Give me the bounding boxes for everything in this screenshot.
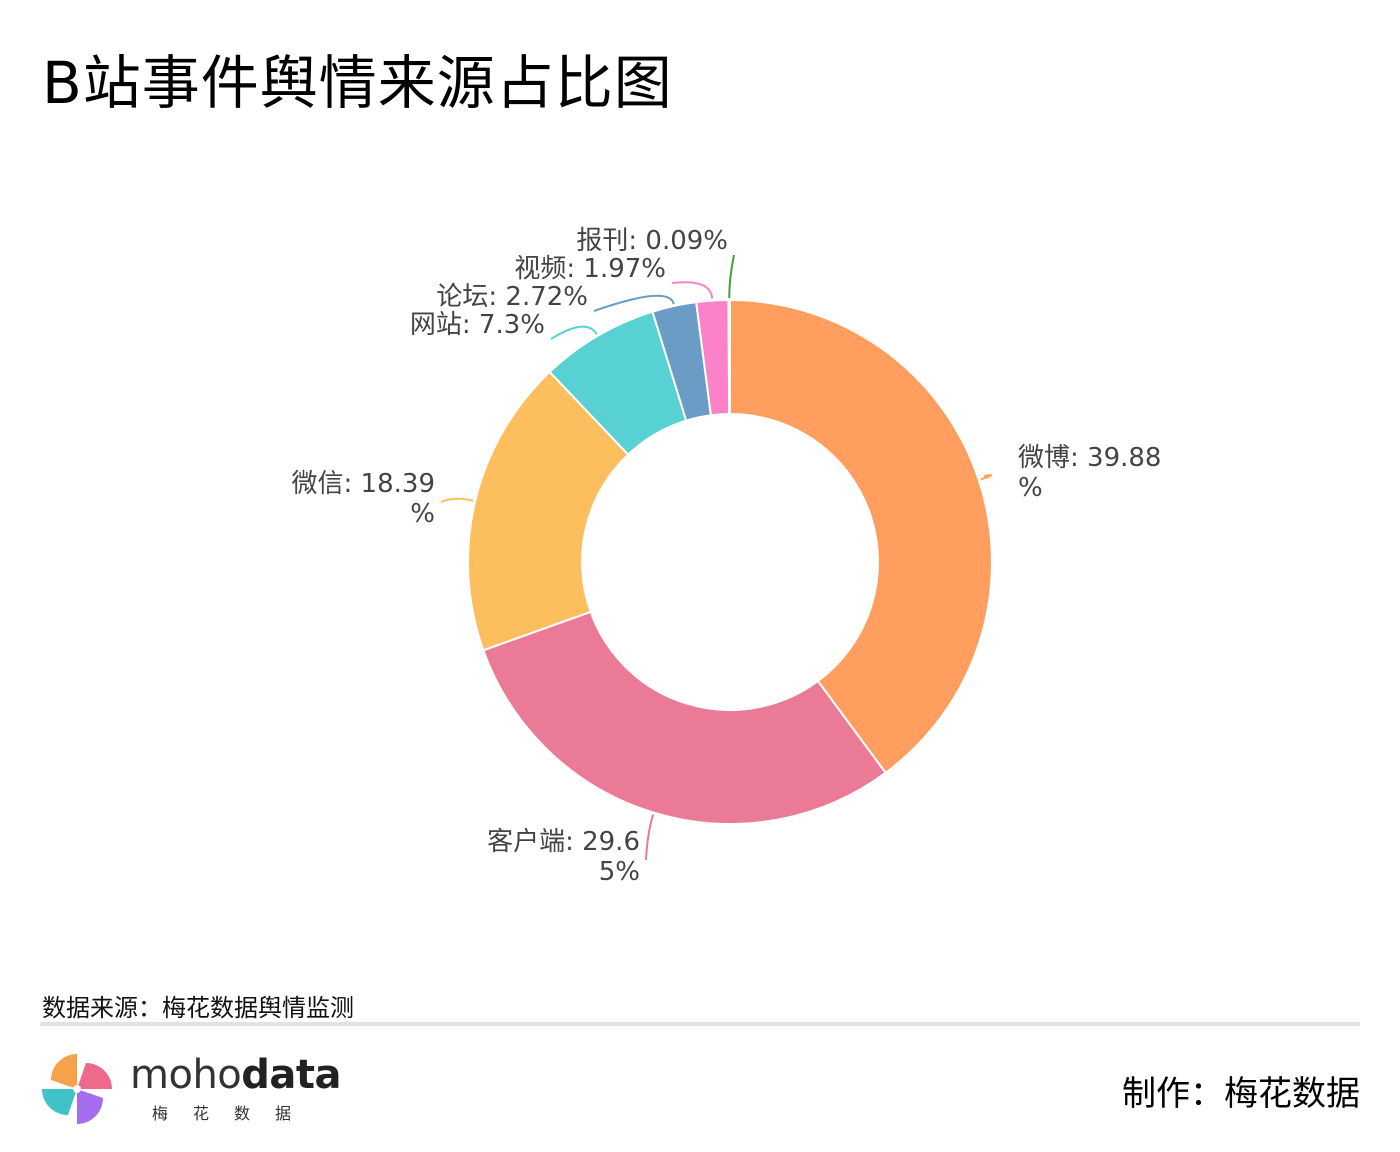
footer-divider — [40, 1022, 1360, 1026]
maker-credit: 制作：梅花数据 — [1122, 1074, 1360, 1114]
slice-label-4: 论坛: 2.72% — [436, 282, 588, 312]
label-leader-line-0 — [980, 474, 993, 481]
slice-label-6: 报刊: 0.09% — [576, 226, 728, 256]
pinwheel-logo-icon — [42, 1054, 112, 1124]
data-source-note: 数据来源：梅花数据舆情监测 — [42, 994, 354, 1022]
slice-label-3: 网站: 7.3% — [410, 310, 545, 340]
chart-title: B站事件舆情来源占比图 — [42, 49, 673, 117]
label-leader-line-5 — [671, 281, 714, 299]
label-leader-line-1 — [645, 814, 655, 861]
donut-slice-2 — [467, 370, 630, 652]
donut-slice-1 — [482, 610, 887, 825]
slice-label-5: 视频: 1.97% — [514, 254, 666, 284]
slice-label-2: 微信: 18.39% — [292, 469, 435, 529]
donut-slice-0 — [729, 298, 993, 775]
logo-wordmark: mohodata — [130, 1052, 342, 1098]
label-leader-line-3 — [550, 325, 598, 340]
donut-slice-6 — [727, 298, 731, 416]
slice-label-1: 客户端: 29.6 5% — [487, 827, 640, 887]
slice-label-0: 微博: 39.88% — [1018, 443, 1161, 503]
label-leader-line-4 — [593, 294, 675, 312]
label-leader-line-6 — [728, 254, 735, 299]
logo-wordmark-bold: data — [241, 1052, 342, 1098]
logo-subtitle: 梅花数据 — [152, 1104, 317, 1123]
logo-wordmark-light: moho — [130, 1052, 242, 1098]
label-leader-line-2 — [440, 497, 474, 503]
